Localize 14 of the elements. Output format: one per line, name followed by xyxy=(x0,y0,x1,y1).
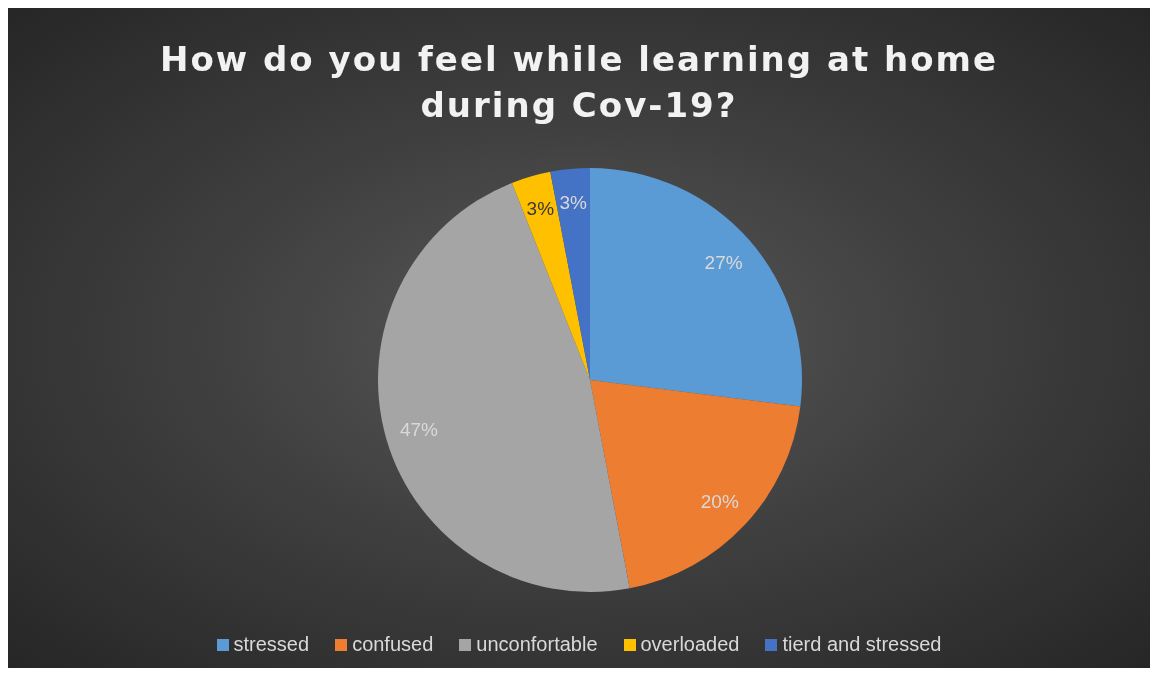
legend-label: tierd and stressed xyxy=(782,633,942,656)
data-label: 20% xyxy=(700,491,739,513)
pie-slice xyxy=(378,182,630,592)
legend-label: stressed xyxy=(233,633,310,656)
legend-label: overloaded xyxy=(640,633,740,656)
legend-label: unconfortable xyxy=(476,633,598,656)
pie-slice xyxy=(590,168,802,407)
chart-title: How do you feel while learning at home during Cov-19? xyxy=(158,38,1000,127)
pie-slice xyxy=(511,171,590,380)
legend-label: confused xyxy=(352,633,434,656)
data-label: 3% xyxy=(559,192,588,214)
data-label: 3% xyxy=(526,198,555,220)
data-label: 27% xyxy=(704,251,743,273)
pie-slice xyxy=(590,380,801,589)
